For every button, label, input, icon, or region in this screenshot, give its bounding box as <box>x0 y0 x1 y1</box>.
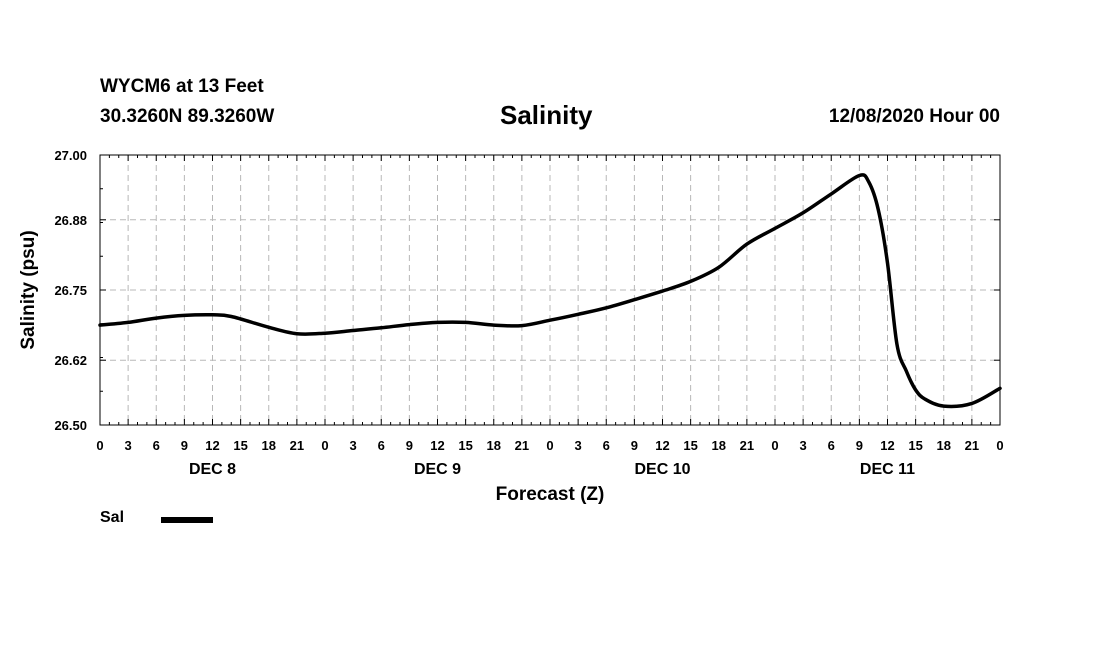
x-tick-label: 9 <box>631 438 638 453</box>
station-coordinates: 30.3260N 89.3260W <box>100 106 275 127</box>
y-tick-label: 26.75 <box>54 283 87 298</box>
x-tick-label: 0 <box>96 438 103 453</box>
x-tick-label: 15 <box>458 438 472 453</box>
x-tick-label: 0 <box>546 438 553 453</box>
x-tick-label: 0 <box>996 438 1003 453</box>
x-tick-label: 15 <box>908 438 922 453</box>
x-tick-label: 6 <box>828 438 835 453</box>
x-tick-label: 0 <box>771 438 778 453</box>
x-tick-label: 9 <box>181 438 188 453</box>
x-tick-label: 9 <box>406 438 413 453</box>
x-tick-label: 18 <box>262 438 276 453</box>
x-day-label: DEC 11 <box>860 461 915 478</box>
x-tick-label: 12 <box>430 438 444 453</box>
y-tick-label: 26.62 <box>54 353 87 368</box>
x-tick-label: 3 <box>350 438 357 453</box>
y-tick-label: 26.50 <box>54 418 87 433</box>
x-tick-label: 12 <box>655 438 669 453</box>
chart-title: Salinity <box>500 100 593 130</box>
x-tick-label: 6 <box>153 438 160 453</box>
x-tick-label: 6 <box>378 438 385 453</box>
x-tick-label: 6 <box>603 438 610 453</box>
x-tick-label: 12 <box>880 438 894 453</box>
legend-line-swatch <box>161 517 213 523</box>
x-tick-label: 3 <box>800 438 807 453</box>
x-day-label: DEC 8 <box>189 461 236 478</box>
forecast-run-time: 12/08/2020 Hour 00 <box>828 106 1000 127</box>
x-tick-label: 3 <box>125 438 132 453</box>
x-tick-label: 21 <box>965 438 979 453</box>
x-day-label: DEC 9 <box>414 461 461 478</box>
x-tick-label: 18 <box>487 438 501 453</box>
x-tick-label: 15 <box>233 438 247 453</box>
y-axis-label: Salinity (psu) <box>18 230 39 349</box>
x-tick-label: 9 <box>856 438 863 453</box>
x-tick-label: 21 <box>740 438 754 453</box>
x-tick-label: 15 <box>683 438 697 453</box>
station-label: WYCM6 at 13 Feet <box>100 76 264 97</box>
y-tick-label: 27.00 <box>54 148 87 163</box>
x-tick-label: 3 <box>575 438 582 453</box>
series-line-sal <box>98 173 1002 409</box>
x-axis-label: Forecast (Z) <box>496 484 605 505</box>
x-tick-label: 21 <box>290 438 304 453</box>
x-tick-label: 12 <box>205 438 219 453</box>
x-tick-label: 21 <box>515 438 529 453</box>
x-tick-label: 0 <box>321 438 328 453</box>
legend-label: Sal <box>100 509 125 526</box>
x-day-label: DEC 10 <box>634 461 690 478</box>
x-tick-label: 18 <box>937 438 951 453</box>
y-tick-label: 26.88 <box>54 213 87 228</box>
x-tick-label: 18 <box>712 438 726 453</box>
